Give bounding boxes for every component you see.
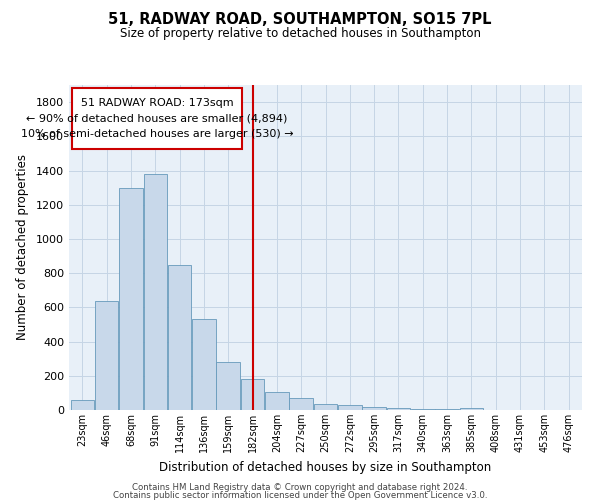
Bar bbox=[435, 408, 459, 410]
Bar bbox=[338, 406, 362, 410]
Text: 10% of semi-detached houses are larger (530) →: 10% of semi-detached houses are larger (… bbox=[20, 130, 293, 140]
Bar bbox=[72, 88, 242, 149]
Bar bbox=[71, 400, 94, 410]
Bar bbox=[168, 264, 191, 410]
Bar bbox=[119, 188, 143, 410]
Bar bbox=[460, 408, 483, 410]
Bar bbox=[95, 300, 118, 410]
Bar bbox=[241, 379, 265, 410]
Bar bbox=[143, 174, 167, 410]
Bar bbox=[411, 408, 434, 410]
Bar bbox=[265, 392, 289, 410]
Text: Contains public sector information licensed under the Open Government Licence v3: Contains public sector information licen… bbox=[113, 492, 487, 500]
Bar bbox=[289, 398, 313, 410]
Text: 51, RADWAY ROAD, SOUTHAMPTON, SO15 7PL: 51, RADWAY ROAD, SOUTHAMPTON, SO15 7PL bbox=[108, 12, 492, 28]
X-axis label: Distribution of detached houses by size in Southampton: Distribution of detached houses by size … bbox=[160, 460, 491, 473]
Text: Size of property relative to detached houses in Southampton: Size of property relative to detached ho… bbox=[119, 28, 481, 40]
Bar bbox=[386, 408, 410, 410]
Y-axis label: Number of detached properties: Number of detached properties bbox=[16, 154, 29, 340]
Bar bbox=[362, 406, 386, 410]
Text: Contains HM Land Registry data © Crown copyright and database right 2024.: Contains HM Land Registry data © Crown c… bbox=[132, 483, 468, 492]
Text: 51 RADWAY ROAD: 173sqm: 51 RADWAY ROAD: 173sqm bbox=[80, 98, 233, 108]
Bar bbox=[192, 320, 216, 410]
Bar bbox=[314, 404, 337, 410]
Text: ← 90% of detached houses are smaller (4,894): ← 90% of detached houses are smaller (4,… bbox=[26, 114, 287, 124]
Bar bbox=[217, 362, 240, 410]
